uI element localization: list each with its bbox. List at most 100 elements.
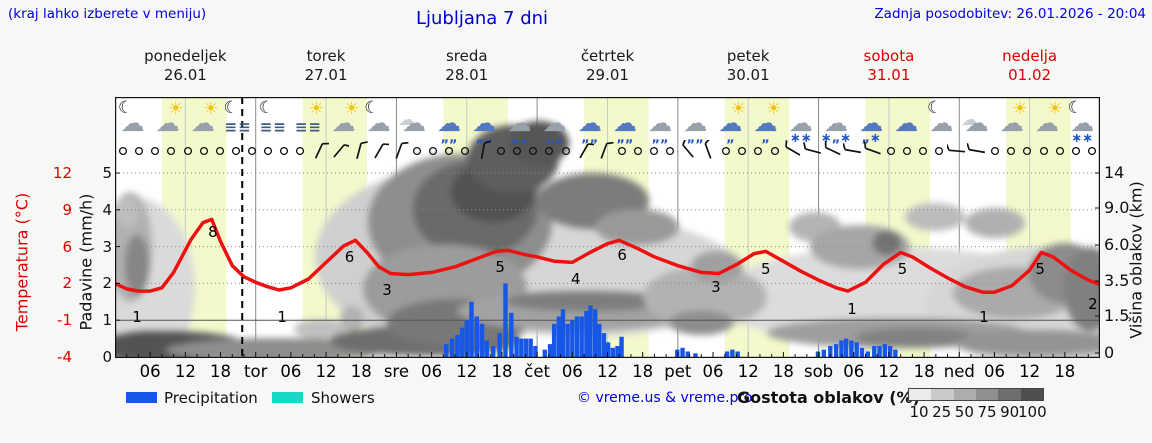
axis-tick-label: 3.5: [1104, 271, 1130, 290]
cloud-icon: ☁: [542, 109, 567, 137]
sun-icon: ☀: [343, 99, 360, 119]
wind-barb-icon: [947, 140, 967, 162]
weather-icon-sun-cloud: ☀ ☁: [185, 98, 220, 142]
cloud-blob: [855, 328, 979, 348]
day-date: 26.01: [163, 66, 207, 84]
axis-tick-label: -1: [57, 311, 72, 330]
cloud-icon: ☁: [398, 110, 416, 130]
wind-calm-icon: [1003, 140, 1019, 162]
wind-calm-icon: [1036, 140, 1052, 162]
cloud-icon: ☁: [788, 109, 813, 137]
precip-bar: [675, 349, 680, 357]
precip-bar: [497, 333, 502, 357]
precip-bar: [605, 342, 611, 357]
precip-bar: [528, 338, 533, 357]
x-axis-label: 06: [983, 362, 1005, 381]
wind-calm-icon: [276, 140, 292, 162]
wind-barb-icon: [823, 140, 843, 162]
axis-tick-label: 5: [102, 164, 112, 182]
cloud-density-gradient-step: [909, 389, 932, 400]
sun-icon: ☀: [203, 99, 219, 119]
x-axis-label: čet: [524, 362, 550, 381]
cloud-density-level-label: 25: [932, 403, 952, 421]
axis-tick-label: 2: [102, 274, 112, 293]
weather-icon-rain-gray-cloud: ☁ „„: [502, 98, 537, 146]
precip-glyph: ∗∗: [789, 131, 812, 146]
precip-bar: [724, 351, 730, 357]
temperature-value-label: 5: [761, 260, 771, 278]
weather-icon-cloudy: ☁ ☁: [959, 98, 994, 142]
day-header: ponedeljek 26.01: [115, 47, 256, 85]
wind-calm-icon: [767, 140, 783, 162]
wind-calm-icon: [147, 140, 163, 162]
wind-calm-icon: [212, 140, 228, 162]
weather-icon-rain-gray-cloud: ☁ „„: [643, 98, 678, 146]
precip-bar: [601, 333, 607, 357]
cloud-blob: [669, 311, 733, 335]
x-axis-label: 12: [597, 362, 618, 381]
weather-icon-fog-moon: ☾ ≡≡: [256, 98, 291, 142]
cloud-icon: ☁: [507, 109, 532, 137]
wind-barb-icon: [349, 140, 369, 162]
wind-calm-icon: [131, 140, 147, 162]
cloud-icon: ☁: [1070, 109, 1095, 137]
cloud-icon: ☁: [683, 109, 708, 137]
precip-bar: [574, 316, 580, 357]
day-date: 31.01: [867, 66, 911, 84]
wind-calm-icon: [441, 140, 457, 162]
cloud-blob: [1064, 247, 1100, 331]
cloud-icon: ☁: [120, 109, 145, 137]
wind-calm-icon: [541, 140, 557, 162]
showers-legend-swatch: [272, 392, 303, 403]
cloud-icon: ☁: [401, 109, 426, 137]
wind-barb-icon: [698, 140, 718, 162]
sun-icon: ☀: [308, 99, 325, 119]
precip-bar: [588, 305, 593, 357]
copyright-link[interactable]: © vreme.us & vreme.pro: [577, 390, 753, 406]
cloud-icon: ☁: [964, 109, 989, 137]
precip-bar: [547, 344, 553, 357]
axis-tick-label: 1: [102, 311, 112, 330]
cloud-icon: ☁: [648, 109, 673, 137]
precip-bar: [560, 309, 566, 357]
cloud-density-gradient-step: [953, 389, 976, 400]
x-axis-label: sob: [803, 362, 834, 381]
wind-barb-icon: [473, 140, 493, 162]
precipitation-legend-swatch: [126, 392, 157, 403]
cloud-density-level-label: 50: [954, 403, 974, 421]
axis-tick-label: 3: [102, 237, 112, 256]
wind-calm-icon: [525, 140, 541, 162]
wind-calm-icon: [987, 140, 1003, 162]
day-name: četrtek: [580, 47, 635, 65]
day-name: torek: [306, 47, 346, 65]
wind-symbols-row: [115, 140, 1100, 162]
wind-calm-icon: [614, 140, 630, 162]
day-header: sobota 31.01: [819, 47, 960, 85]
cloud-density-gradient-step: [998, 389, 1021, 400]
precip-bar: [474, 316, 479, 357]
weather-icon-moon-cloud: ☾ ☁: [115, 98, 150, 142]
precip-bar: [597, 323, 602, 357]
precip-bar: [680, 347, 685, 357]
moon-icon: ☾: [118, 98, 134, 118]
precip-glyph: „∗: [861, 131, 881, 146]
precip-bar: [509, 312, 514, 357]
cloud-icon: ☁: [961, 110, 979, 130]
precip-bar: [693, 353, 698, 357]
precip-bar: [444, 344, 449, 357]
weather-icon-rain: ☁ „„: [467, 98, 502, 146]
cloud-icon: ☁: [999, 109, 1024, 137]
precip-bar: [735, 351, 740, 357]
wind-calm-icon: [630, 140, 646, 162]
day-header: sreda 28.01: [396, 47, 537, 85]
cloud-icon: ☁: [824, 109, 849, 137]
cloud-blob: [294, 319, 346, 339]
cloud-icon: ☁: [753, 109, 778, 137]
day-date: 27.01: [304, 66, 348, 84]
temperature-value-label: 5: [1035, 260, 1045, 278]
chart-area[interactable]: 1 8 1 6 3 5 4 6 3 5 1 5 1 5 2: [115, 97, 1100, 358]
wind-calm-icon: [734, 140, 750, 162]
wind-calm-icon: [163, 140, 179, 162]
temperature-value-label: 1: [277, 308, 287, 326]
wind-calm-icon: [662, 140, 678, 162]
